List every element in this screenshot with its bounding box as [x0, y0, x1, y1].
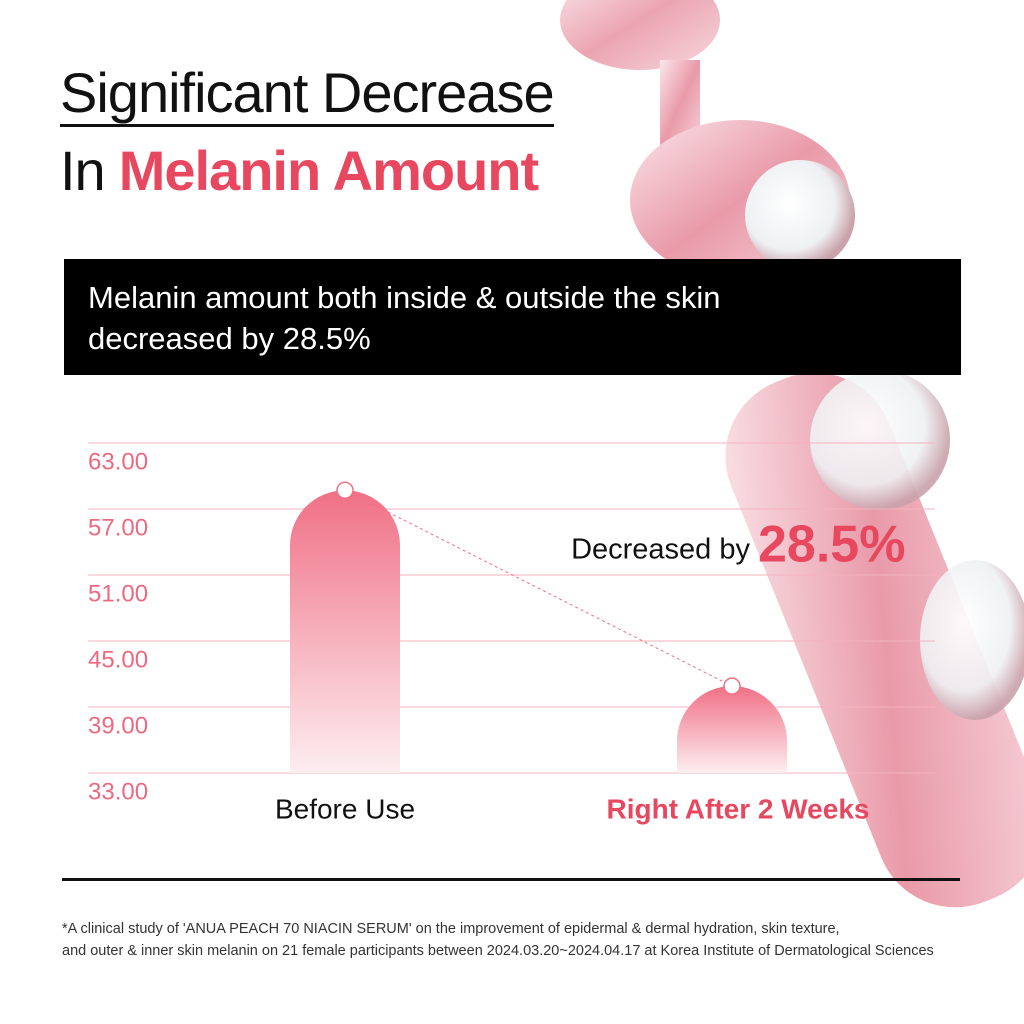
x-tick-label: Before Use [275, 793, 415, 824]
title-line-1: Significant Decrease [60, 62, 555, 127]
banner-line: decreased by 28.5% [88, 321, 371, 356]
y-tick-label: 57.00 [88, 514, 148, 541]
serum-drop [560, 0, 1024, 908]
title-highlight: Melanin Amount [118, 139, 539, 202]
y-tick-label: 45.00 [88, 646, 148, 673]
title-prefix: In [60, 139, 106, 202]
point-marker [723, 677, 741, 695]
y-tick-label: 39.00 [88, 712, 148, 739]
point-marker [336, 481, 354, 500]
y-tick-label: 63.00 [88, 448, 148, 475]
annotation-value: 28.5% [758, 516, 905, 574]
y-tick-label: 51.00 [88, 580, 148, 607]
y-tick-label: 33.00 [88, 778, 148, 805]
footnote: *A clinical study of 'ANUA PEACH 70 NIAC… [62, 918, 934, 962]
bar [290, 490, 400, 773]
bar [677, 686, 787, 773]
footnote-line: and outer & inner skin melanin on 21 fem… [62, 943, 934, 959]
banner: Melanin amount both inside & outside the… [64, 259, 961, 375]
annotation-text: Decreased by [571, 534, 750, 566]
title-line-2: In Melanin Amount [60, 139, 539, 202]
footnote-line: *A clinical study of 'ANUA PEACH 70 NIAC… [62, 921, 840, 937]
trend-line [344, 489, 733, 687]
x-tick-label: Right After 2 Weeks [607, 793, 870, 824]
banner-line: Melanin amount both inside & outside the… [88, 280, 721, 315]
divider [62, 878, 960, 881]
